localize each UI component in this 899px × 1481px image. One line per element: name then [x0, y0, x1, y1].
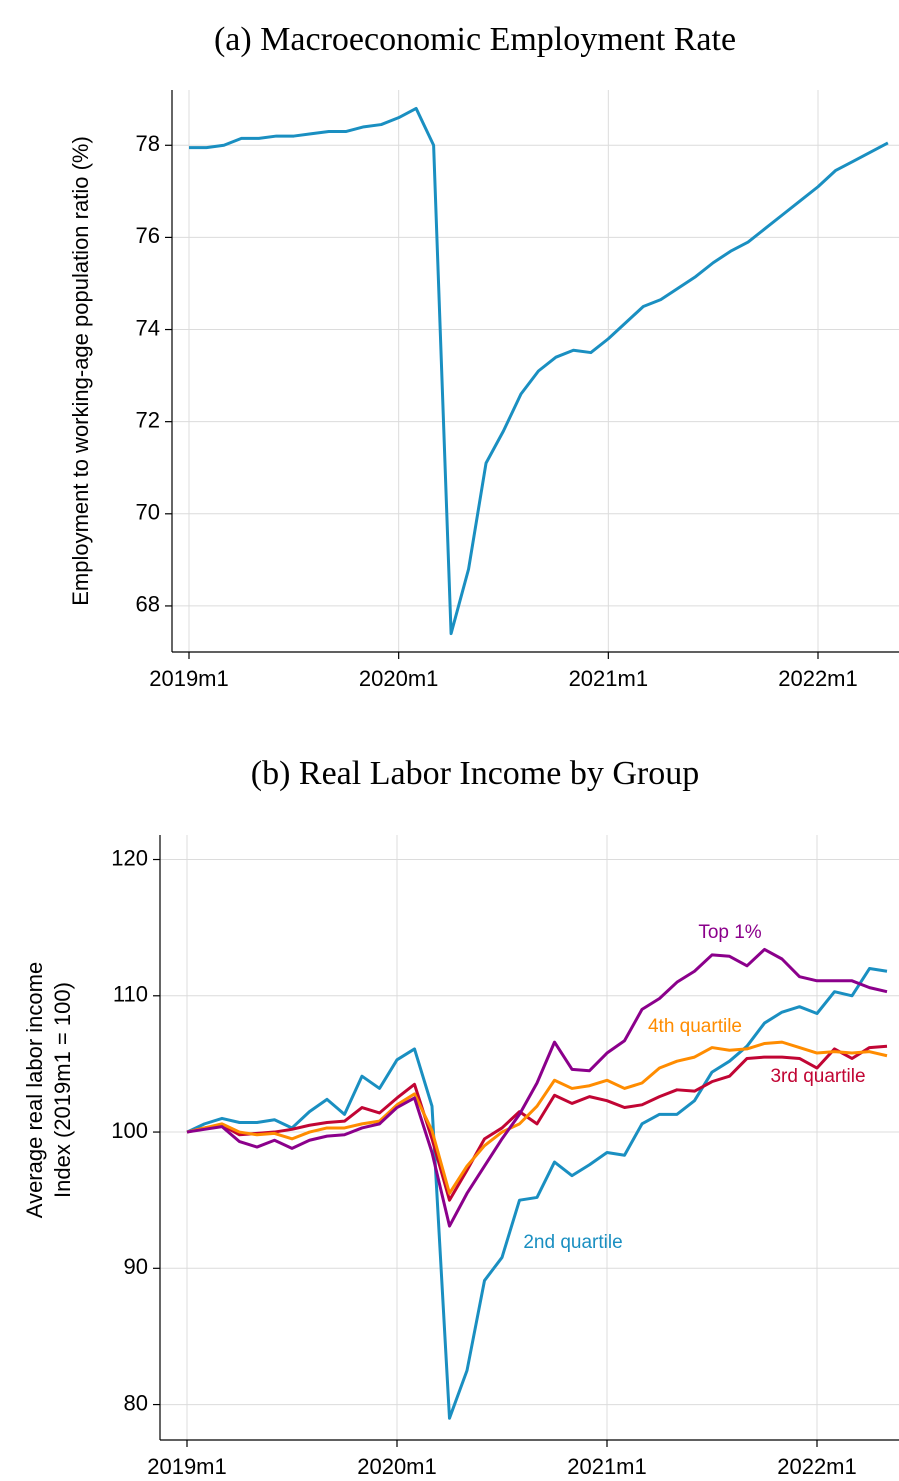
y-tick-label: 74 — [136, 315, 160, 340]
y-tick-label: 72 — [136, 407, 160, 432]
x-tick-label: 2021m1 — [569, 666, 649, 691]
y-tick-label: 120 — [111, 845, 148, 870]
line — [186, 1040, 888, 1195]
y-tick-label: 90 — [124, 1254, 148, 1279]
x-tick-label: 2019m1 — [149, 666, 229, 691]
series-label: 2nd quartile — [523, 1232, 622, 1253]
line — [186, 1044, 888, 1202]
y-tick-label: 80 — [124, 1390, 148, 1415]
series-label: 4th quartile — [648, 1016, 742, 1037]
y-tick-label: 76 — [136, 223, 160, 248]
line — [186, 967, 888, 1420]
y-tick-label: 78 — [136, 131, 160, 156]
y-tick-label: 70 — [136, 500, 160, 525]
series-label: Top 1% — [698, 922, 761, 943]
y-axis-label: Index (2019m1 = 100) — [50, 982, 75, 1198]
x-tick-label: 2020m1 — [359, 666, 439, 691]
x-tick-label: 2021m1 — [567, 1454, 647, 1479]
chart-title: (a) Macroeconomic Employment Rate — [214, 21, 736, 58]
x-tick-label: 2022m1 — [777, 1454, 857, 1479]
line — [186, 947, 888, 1228]
y-tick-label: 100 — [111, 1118, 148, 1143]
x-tick-label: 2019m1 — [147, 1454, 227, 1479]
series-label: 3rd quartile — [770, 1066, 865, 1087]
y-axis-label: Employment to working-age population rat… — [68, 136, 93, 606]
x-tick-label: 2022m1 — [778, 666, 858, 691]
x-tick-label: 2020m1 — [357, 1454, 437, 1479]
chart-title: (b) Real Labor Income by Group — [251, 755, 699, 792]
y-tick-label: 110 — [113, 982, 148, 1007]
y-tick-label: 68 — [136, 592, 160, 617]
line — [189, 106, 889, 636]
y-axis-label: Average real labor income — [22, 962, 47, 1218]
